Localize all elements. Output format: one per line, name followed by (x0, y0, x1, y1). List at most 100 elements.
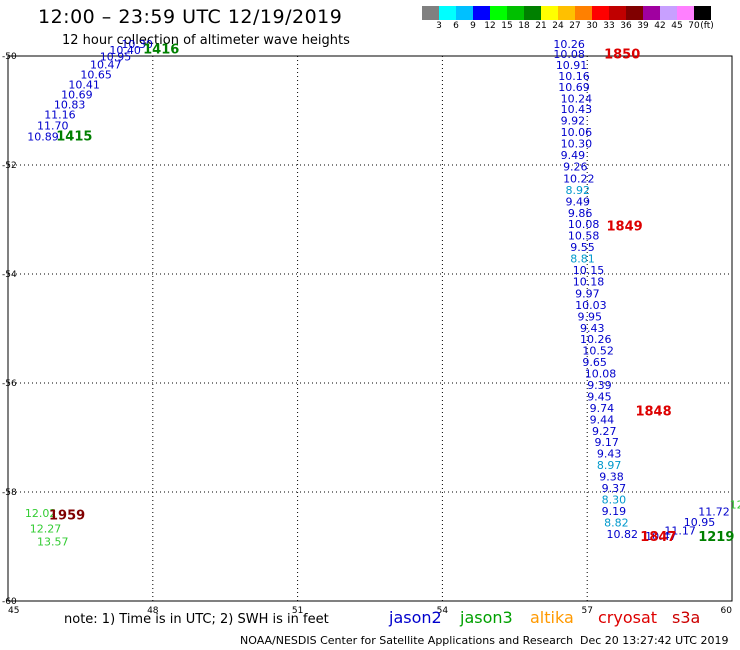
sat-label-cryosat: cryosat (598, 608, 658, 627)
legend-swatch (524, 6, 541, 20)
data-point-label: 9.17 (594, 436, 619, 449)
legend-label: 27 (569, 21, 581, 31)
x-tick-label: 48 (147, 606, 159, 616)
data-point-label: 10.41 (68, 79, 100, 92)
data-point-label: 9.49 (565, 195, 590, 208)
data-point-label: 10.08 (553, 48, 585, 61)
y-tick-label: -54 (2, 270, 17, 280)
data-point-label: 12.0 (730, 498, 740, 511)
legend-label: 24 (552, 21, 564, 31)
time-annotation: 1959 (49, 508, 85, 523)
sat-label-jason3: jason3 (460, 608, 513, 627)
data-point-label: 10.15 (573, 264, 605, 277)
legend-swatch (473, 6, 490, 20)
data-point-label: 10.26 (580, 333, 612, 346)
data-point-label: 8.30 (602, 493, 627, 506)
x-tick-label: 51 (292, 606, 303, 616)
legend-swatch (439, 6, 456, 20)
legend-label: 70 (688, 21, 700, 31)
data-point-label: 9.95 (578, 310, 603, 323)
data-point-label: 10.26 (553, 38, 585, 51)
legend-swatch (626, 6, 643, 20)
legend-label: 36 (620, 21, 632, 31)
data-point-label: 9.27 (592, 425, 617, 438)
data-point-label: 9.26 (563, 160, 588, 173)
legend-swatch (609, 6, 626, 20)
footer-timestamp: Dec 20 13:27:42 UTC 2019 (580, 634, 729, 647)
x-tick-label: 57 (581, 606, 592, 616)
data-point-label: 8.81 (570, 253, 595, 266)
data-point-label: 8.92 (565, 184, 590, 197)
data-point-label: 10.40 (109, 44, 141, 57)
data-point-label: 9.55 (570, 241, 595, 254)
legend-swatch-row (422, 6, 711, 20)
legend-swatch (422, 6, 439, 20)
legend-swatch (677, 6, 694, 20)
y-tick-label: -58 (2, 488, 17, 498)
chart-subtitle: 12 hour collection of altimeter wave hei… (62, 33, 350, 48)
y-tick-label: -50 (2, 52, 17, 62)
time-annotation: 1847 (640, 530, 676, 545)
legend-swatch (660, 6, 677, 20)
data-point-label: 10.16 (558, 70, 590, 83)
footer-note: note: 1) Time is in UTC; 2) SWH is in fe… (64, 612, 329, 627)
legend-swatch (456, 6, 473, 20)
data-point-label: 9.43 (580, 322, 605, 335)
legend-swatch (507, 6, 524, 20)
legend-swatch (694, 6, 711, 20)
legend-label: 45 (671, 21, 683, 31)
data-point-label: 10.69 (558, 81, 590, 94)
data-point-label: 10.69 (61, 89, 93, 102)
data-point-label: 10.91 (556, 59, 588, 72)
legend-swatch (490, 6, 507, 20)
y-tick-label: -56 (2, 379, 17, 389)
data-point-label: 10.24 (561, 92, 593, 105)
data-point-label: 10.03 (575, 299, 607, 312)
data-point-label: 10.83 (54, 98, 86, 111)
data-point-label: 10.22 (563, 172, 595, 185)
sat-label-jason2: jason2 (389, 608, 442, 627)
data-point-label: 10.43 (561, 103, 593, 116)
data-point-label: 11.72 (698, 505, 730, 518)
data-point-label: 9.44 (590, 413, 615, 426)
data-point-label: 10.89 (27, 130, 59, 143)
footer-credit: NOAA/NESDIS Center for Satellite Applica… (240, 634, 574, 647)
data-point-label: 9.97 (575, 287, 600, 300)
legend-swatch (592, 6, 609, 20)
legend-swatch (541, 6, 558, 20)
data-point-label: 10.08 (585, 368, 617, 381)
legend-swatch (643, 6, 660, 20)
data-point-label: 9.49 (561, 149, 586, 162)
legend-label: 42 (654, 21, 666, 31)
legend-label: 12 (484, 21, 496, 31)
data-point-label: 11.17 (664, 525, 696, 538)
legend-label: 15 (501, 21, 513, 31)
chart-title: 12:00 – 23:59 UTC 12/19/2019 (38, 6, 343, 28)
legend-label: 33 (603, 21, 615, 31)
data-point-label: 9.37 (602, 482, 627, 495)
data-point-label: 9.43 (597, 448, 622, 461)
data-point-label: 10.47 (645, 530, 677, 543)
data-point-label: 10.30 (561, 138, 593, 151)
data-point-label: 10.58 (568, 230, 600, 243)
y-tick-label: -52 (2, 161, 17, 171)
y-tick-label: -60 (2, 597, 17, 607)
time-annotation: 1219 (698, 530, 734, 545)
x-tick-label: 54 (437, 606, 449, 616)
time-annotation: 1415 (56, 129, 92, 144)
data-point-label: 10.47 (90, 59, 122, 72)
x-tick-label: 45 (8, 606, 19, 616)
data-point-label: 10.52 (582, 345, 614, 358)
legend-label: 9 (470, 21, 476, 31)
color-scale-legend: 3 6 9 12 15 18 21 24 27 30 33 36 39 42 45 70 (ft) (422, 6, 714, 32)
data-point-label: 9.74 (590, 402, 615, 415)
legend-label: 21 (535, 21, 547, 31)
data-point-label: 9.39 (587, 379, 612, 392)
sat-label-altika: altika (530, 608, 574, 627)
legend-swatch (575, 6, 592, 20)
data-point-label: 10.65 (80, 68, 112, 81)
time-annotation: 1849 (607, 219, 643, 234)
legend-label: 39 (637, 21, 649, 31)
legend-label: 3 (436, 21, 442, 31)
